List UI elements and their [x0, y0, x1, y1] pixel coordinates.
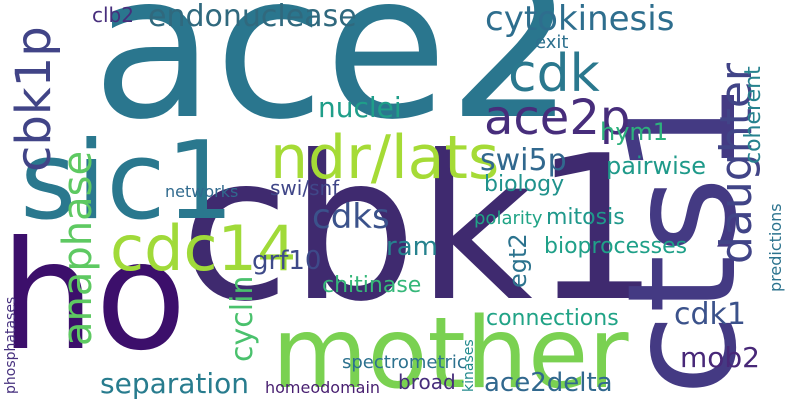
word-egt2: egt2	[504, 233, 532, 288]
word-spectrometric: spectrometric	[342, 352, 467, 373]
word-endonuclease: endonuclease	[148, 0, 357, 34]
word-hym1: hym1	[600, 118, 669, 146]
word-nuclei: nuclei	[318, 91, 402, 124]
word-phosphatases: phosphatases	[3, 296, 19, 394]
word-clb2: clb2	[92, 3, 134, 27]
word-ace2delta: ace2delta	[484, 368, 613, 398]
word-cbk1p: cbk1p	[6, 26, 62, 172]
word-ace2p: ace2p	[484, 90, 631, 146]
word-cdks: cdks	[312, 197, 390, 237]
word-cdk: cdk	[508, 44, 600, 104]
word-swi5p: swi5p	[480, 143, 567, 178]
word-biology: biology	[484, 172, 565, 197]
word-ace2: ace2	[92, 0, 575, 164]
word-mitosis: mitosis	[546, 205, 625, 230]
word-ndr-lats: ndr/lats	[270, 123, 500, 193]
word-networks: networks	[165, 182, 239, 201]
word-chitinase: chitinase	[322, 273, 422, 298]
word-swi-snf: swi/snf	[270, 176, 340, 200]
word-homeodomain: homeodomain	[265, 378, 381, 397]
word-cdc14: cdc14	[110, 212, 297, 285]
word-kinases: kinases	[461, 339, 477, 392]
word-ram: ram	[386, 232, 438, 262]
word-cbk1: cbk1	[180, 113, 660, 346]
word-separation: separation	[100, 367, 250, 400]
word-coherent: coherent	[741, 66, 766, 164]
word-exit: exit	[535, 32, 569, 53]
word-predictions: predictions	[766, 203, 785, 292]
word-ho: ho	[0, 210, 187, 384]
word-broad: broad	[398, 370, 456, 394]
word-bioprocesses: bioprocesses	[544, 234, 688, 259]
word-polarity: polarity	[474, 208, 543, 229]
word-cytokinesis: cytokinesis	[485, 0, 675, 39]
word-pairwise: pairwise	[606, 152, 707, 180]
word-grf10: grf10	[252, 246, 322, 276]
word-anaphase: anaphase	[55, 150, 101, 346]
word-mob2: mob2	[680, 341, 760, 374]
word-connections: connections	[486, 306, 619, 331]
word-sic1: sic1	[20, 119, 235, 244]
word-mother: mother	[272, 297, 629, 404]
word-cyclin: cyclin	[225, 275, 260, 362]
word-cdk1: cdk1	[674, 297, 746, 332]
